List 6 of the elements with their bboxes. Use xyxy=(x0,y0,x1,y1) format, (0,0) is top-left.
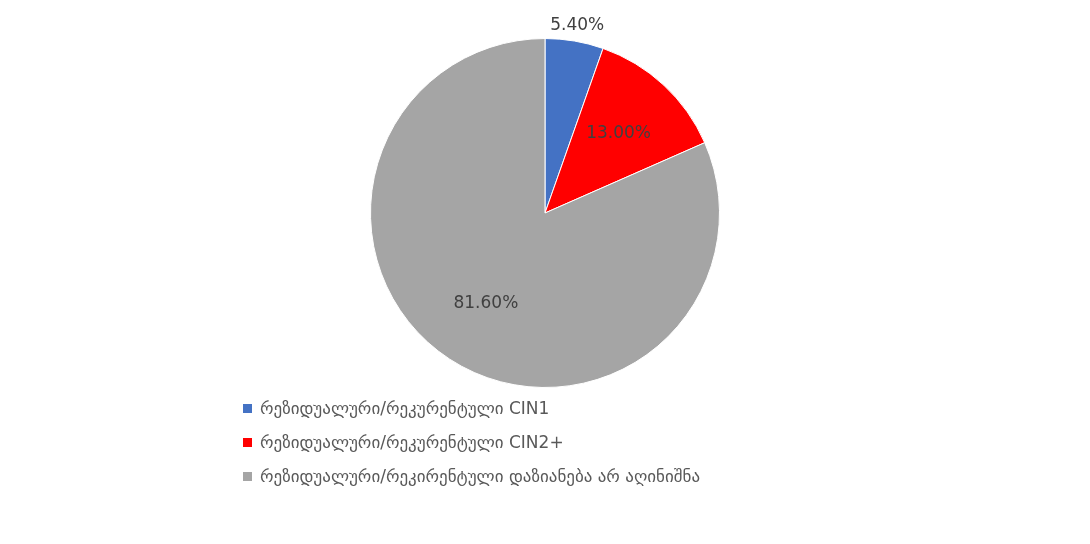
legend-label: რეზიდუალური/რეკურენტული CIN1 xyxy=(260,398,550,418)
data-label: 5.40% xyxy=(550,13,605,34)
data-label: 81.60% xyxy=(453,292,519,313)
legend-label: რეზიდუალური/რეკურენტული CIN2+ xyxy=(260,432,564,452)
legend-label: რეზიდუალური/რეკირენტული დაზიანება არ აღინიშნა xyxy=(260,466,701,486)
data-label: 13.00% xyxy=(586,122,651,143)
